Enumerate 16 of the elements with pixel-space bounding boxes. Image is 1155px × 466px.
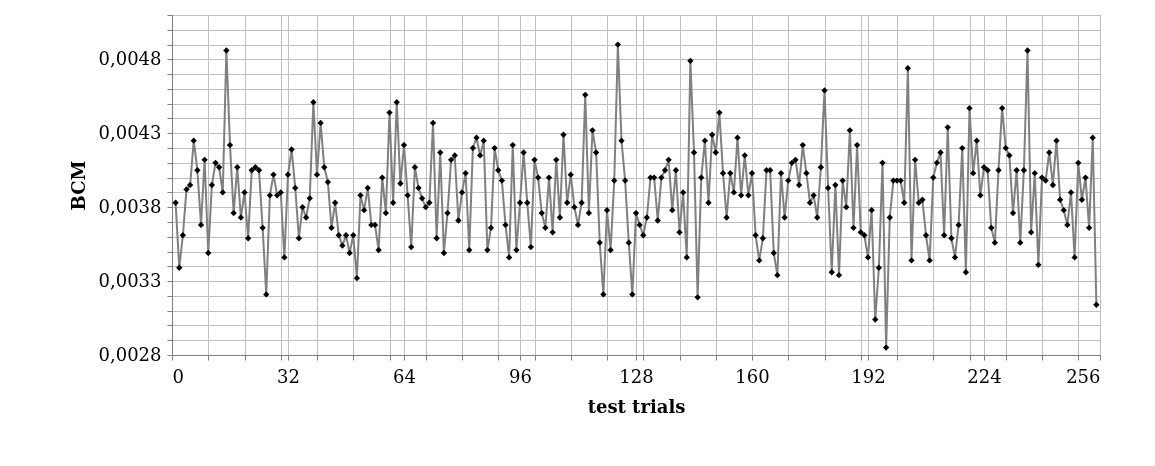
x-axis-title: test trials xyxy=(587,395,686,417)
x-tick-label: 96 xyxy=(509,365,532,387)
x-tick-label: 32 xyxy=(277,365,300,387)
y-axis-title: BCM xyxy=(67,160,89,211)
x-tick-label: 224 xyxy=(967,365,1002,387)
y-tick-label: 0,0043 xyxy=(98,121,162,143)
y-tick-label: 0,0033 xyxy=(98,269,162,291)
x-tick-label: 0 xyxy=(172,365,184,387)
x-tick-label: 256 xyxy=(1066,365,1101,387)
x-tick-label: 160 xyxy=(735,365,770,387)
y-tick-label: 0,0038 xyxy=(98,195,162,217)
y-tick-label: 0,0048 xyxy=(98,47,162,69)
x-tick-label: 192 xyxy=(851,365,886,387)
y-tick-label: 0,0028 xyxy=(98,343,162,365)
x-tick-label: 64 xyxy=(393,365,416,387)
x-tick-label: 128 xyxy=(619,365,654,387)
